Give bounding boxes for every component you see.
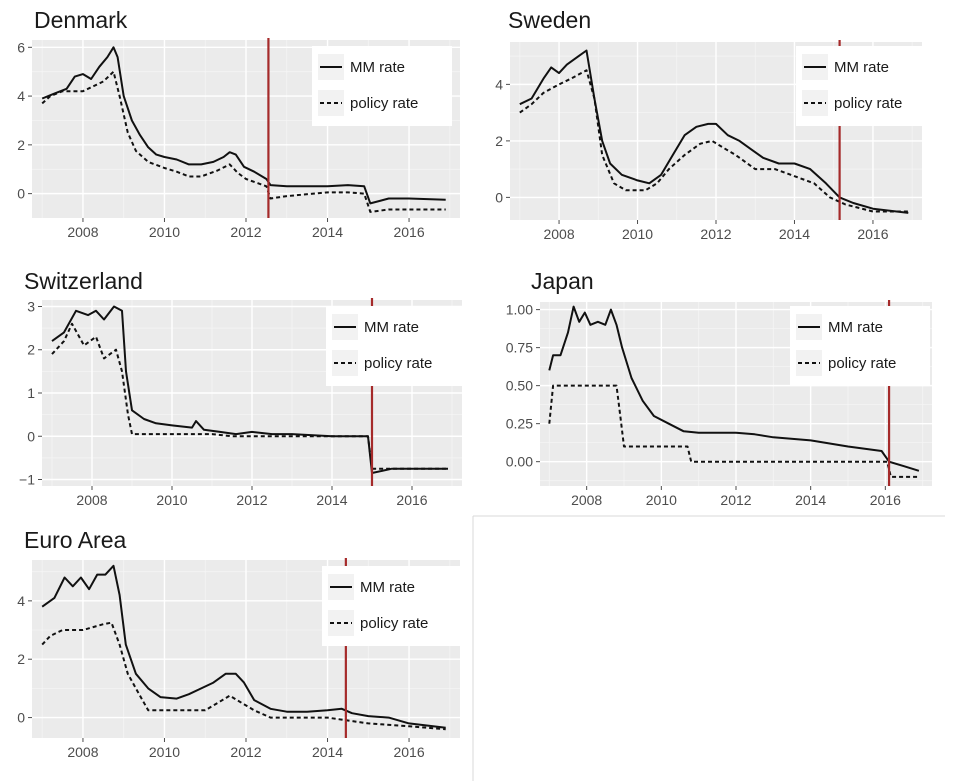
x-tick-label: 2010 bbox=[149, 224, 180, 240]
legend-label: MM rate bbox=[834, 59, 889, 76]
y-tick-label: 0.00 bbox=[506, 454, 533, 470]
legend-label: MM rate bbox=[364, 319, 419, 336]
y-tick-label: 3 bbox=[27, 298, 35, 314]
legend: MM rate policy rate bbox=[326, 306, 466, 386]
legend: MM rate policy rate bbox=[796, 46, 936, 126]
panel-title: Japan bbox=[531, 268, 594, 294]
y-tick-label: 0 bbox=[495, 189, 503, 205]
policy-rate-line bbox=[51, 322, 448, 470]
panel-title: Switzerland bbox=[24, 268, 143, 294]
x-tick-label: 2016 bbox=[396, 492, 427, 508]
mm-rate-line bbox=[41, 564, 446, 729]
x-tick-label: 2008 bbox=[571, 492, 602, 508]
mm-rate-line bbox=[41, 46, 446, 205]
y-tick-label: 4 bbox=[495, 76, 503, 92]
legend-label: MM rate bbox=[360, 579, 415, 596]
y-tick-label: 6 bbox=[17, 39, 25, 55]
panel-title: Denmark bbox=[34, 7, 128, 33]
legend-label: MM rate bbox=[350, 59, 405, 76]
panel-title: Euro Area bbox=[24, 527, 126, 553]
x-tick-label: 2012 bbox=[236, 492, 267, 508]
policy-rate-line bbox=[41, 70, 446, 213]
x-tick-label: 2016 bbox=[393, 224, 424, 240]
policy-rate-line bbox=[41, 621, 446, 731]
panel-title: Sweden bbox=[508, 7, 591, 33]
x-tick-label: 2016 bbox=[870, 492, 901, 508]
y-tick-label: 0 bbox=[17, 710, 25, 726]
legend-label: policy rate bbox=[834, 95, 902, 112]
x-tick-label: 2012 bbox=[230, 744, 261, 760]
y-tick-label: 0.75 bbox=[506, 340, 533, 356]
policy-rate-line bbox=[519, 69, 909, 213]
x-tick-label: 2014 bbox=[312, 744, 343, 760]
x-tick-label: 2012 bbox=[700, 226, 731, 242]
mm-rate-line bbox=[519, 49, 909, 214]
legend-label: policy rate bbox=[828, 355, 896, 372]
x-tick-label: 2016 bbox=[857, 226, 888, 242]
y-tick-label: 1 bbox=[27, 385, 35, 401]
panel-4: Japan 2008 2010 2012 2014 2016 0.00 0.25 0.50 0.7… bbox=[506, 268, 932, 508]
x-tick-label: 2014 bbox=[779, 226, 810, 242]
legend-label: policy rate bbox=[364, 355, 432, 372]
x-tick-label: 2010 bbox=[646, 492, 677, 508]
mm-rate-line bbox=[51, 305, 448, 474]
panel-1: Denmark 2008 2010 2012 2014 2016 0 2 4 6 MM rate po… bbox=[17, 7, 460, 240]
x-tick-label: 2012 bbox=[720, 492, 751, 508]
legend-label: policy rate bbox=[360, 615, 428, 632]
x-tick-label: 2008 bbox=[67, 744, 98, 760]
y-tick-label: 0.50 bbox=[506, 378, 533, 394]
legend: MM rate policy rate bbox=[312, 46, 452, 126]
legend-label: MM rate bbox=[828, 319, 883, 336]
y-tick-label: 4 bbox=[17, 88, 25, 104]
y-tick-label: 1.00 bbox=[506, 302, 533, 318]
x-tick-label: 2012 bbox=[230, 224, 261, 240]
x-tick-label: 2014 bbox=[312, 224, 343, 240]
legend-label: policy rate bbox=[350, 95, 418, 112]
panel-2: Sweden 2008 2010 2012 2014 2016 0 2 4 MM rate poli… bbox=[495, 7, 936, 242]
mm-rate-line bbox=[548, 305, 920, 472]
panel-5: Euro Area 2008 2010 2012 2014 2016 0 2 4 MM rate p… bbox=[17, 527, 462, 760]
y-tick-label: 2 bbox=[17, 137, 25, 153]
y-tick-label: 2 bbox=[495, 133, 503, 149]
x-tick-label: 2016 bbox=[393, 744, 424, 760]
y-tick-label: 2 bbox=[17, 651, 25, 667]
legend: MM rate policy rate bbox=[322, 566, 462, 646]
x-tick-label: 2014 bbox=[795, 492, 826, 508]
y-tick-label: 2 bbox=[27, 342, 35, 358]
x-tick-label: 2010 bbox=[622, 226, 653, 242]
x-tick-label: 2008 bbox=[543, 226, 574, 242]
x-tick-label: 2010 bbox=[149, 744, 180, 760]
x-tick-label: 2008 bbox=[67, 224, 98, 240]
x-tick-label: 2010 bbox=[156, 492, 187, 508]
y-tick-label: 4 bbox=[17, 593, 25, 609]
x-tick-label: 2008 bbox=[76, 492, 107, 508]
y-tick-label: 0.25 bbox=[506, 416, 533, 432]
y-tick-label: 0 bbox=[17, 186, 25, 202]
legend: MM rate policy rate bbox=[790, 306, 930, 386]
panel-3: Switzerland 2008 2010 2012 2014 2016 −1 0 1 2 3 MM … bbox=[19, 268, 466, 508]
y-tick-label: −1 bbox=[19, 472, 35, 488]
y-tick-label: 0 bbox=[27, 428, 35, 444]
x-tick-label: 2014 bbox=[316, 492, 347, 508]
